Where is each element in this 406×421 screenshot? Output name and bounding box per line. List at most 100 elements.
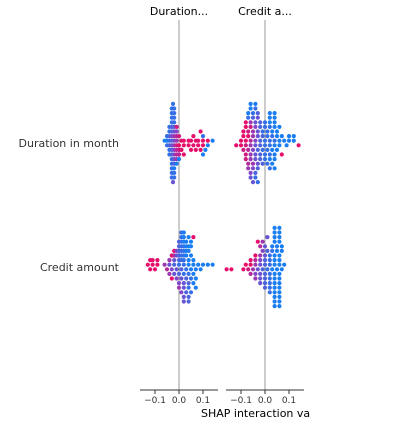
scatter-point xyxy=(267,271,272,276)
scatter-point xyxy=(255,180,260,185)
scatter-point xyxy=(260,248,265,253)
scatter-point xyxy=(262,152,268,157)
scatter-point xyxy=(203,147,208,152)
scatter-point xyxy=(248,262,253,267)
scatter-point xyxy=(246,161,251,166)
scatter-point xyxy=(270,244,275,249)
scatter-point xyxy=(255,111,260,116)
scatter-point xyxy=(193,147,198,152)
scatter-point xyxy=(267,152,272,157)
scatter-point xyxy=(253,152,258,157)
scatter-point xyxy=(267,253,272,258)
x-ticks-col-1: −0.1 0.0 0.1 xyxy=(144,390,210,406)
scatter-point xyxy=(277,285,282,290)
scatter-point xyxy=(260,134,265,139)
scatter-point xyxy=(248,120,253,125)
scatter-point xyxy=(265,267,270,272)
scatter-point xyxy=(262,253,268,258)
scatter-point xyxy=(270,147,275,152)
scatter-point xyxy=(267,143,272,148)
scatter-point xyxy=(279,152,284,157)
scatter-point xyxy=(255,166,260,171)
scatter-point xyxy=(181,143,186,148)
scatter-point xyxy=(277,294,282,299)
scatter-point xyxy=(193,267,198,272)
scatter-point xyxy=(167,271,172,276)
scatter-point xyxy=(179,290,184,295)
scatter-point xyxy=(253,138,258,143)
scatter-point xyxy=(272,166,277,171)
scatter-point xyxy=(267,138,272,143)
scatter-point xyxy=(172,271,177,276)
scatter-point xyxy=(174,161,179,166)
scatter-point xyxy=(172,120,177,125)
scatter-point xyxy=(253,271,258,276)
scatter-point xyxy=(272,230,277,235)
scatter-point xyxy=(291,138,296,143)
scatter-point xyxy=(262,285,268,290)
scatter-point xyxy=(253,120,258,125)
scatter-point xyxy=(267,124,272,129)
scatter-point xyxy=(191,143,196,148)
row-label-credit: Credit amount xyxy=(40,261,120,274)
scatter-point xyxy=(277,299,282,304)
scatter-point xyxy=(205,138,210,143)
scatter-point xyxy=(181,138,186,143)
scatter-point xyxy=(253,262,258,267)
scatter-point xyxy=(272,281,277,286)
scatter-point xyxy=(277,225,282,230)
scatter-point xyxy=(253,175,258,180)
scatter-point xyxy=(179,276,184,281)
scatter-point xyxy=(272,294,277,299)
scatter-point xyxy=(238,143,244,148)
scatter-point xyxy=(274,134,280,139)
row-label-duration: Duration in month xyxy=(19,137,120,150)
scatter-point xyxy=(172,166,177,171)
scatter-point xyxy=(260,267,265,272)
scatter-point xyxy=(272,262,277,267)
scatter-point xyxy=(210,262,215,267)
scatter-point xyxy=(272,120,277,125)
scatter-point xyxy=(200,138,206,143)
scatter-point xyxy=(282,138,287,143)
scatter-point xyxy=(260,239,265,244)
scatter-point xyxy=(262,157,268,162)
scatter-point xyxy=(272,299,277,304)
scatter-point xyxy=(241,129,246,134)
scatter-point xyxy=(267,285,272,290)
scatter-point xyxy=(188,244,194,249)
scatter-point xyxy=(296,143,301,148)
scatter-point xyxy=(282,262,287,267)
scatter-point xyxy=(246,147,251,152)
scatter-point xyxy=(272,235,277,240)
scatter-point xyxy=(193,276,198,281)
scatter-point xyxy=(186,294,191,299)
scatter-point xyxy=(272,157,277,162)
scatter-point xyxy=(188,276,194,281)
scatter-point xyxy=(246,166,251,171)
scatter-point xyxy=(172,170,177,175)
scatter-point xyxy=(277,230,282,235)
scatter-point xyxy=(243,262,248,267)
scatter-point xyxy=(274,129,280,134)
scatter-point xyxy=(258,152,263,157)
scatter-point xyxy=(186,248,191,253)
scatter-point xyxy=(267,276,272,281)
scatter-point xyxy=(243,157,248,162)
scatter-point xyxy=(270,134,275,139)
scatter-point xyxy=(274,267,280,272)
scatter-point xyxy=(174,124,179,129)
scatter-point xyxy=(255,115,260,120)
scatter-point xyxy=(243,152,248,157)
scatter-point xyxy=(145,262,150,267)
scatter-point xyxy=(167,262,172,267)
scatter-point xyxy=(200,152,206,157)
scatter-point xyxy=(248,258,253,263)
scatter-point xyxy=(243,120,248,125)
scatter-point xyxy=(253,276,258,281)
scatter-point xyxy=(188,147,194,152)
scatter-point xyxy=(148,267,153,272)
scatter-point xyxy=(181,271,186,276)
scatter-point xyxy=(253,106,258,111)
scatter-point xyxy=(274,244,280,249)
